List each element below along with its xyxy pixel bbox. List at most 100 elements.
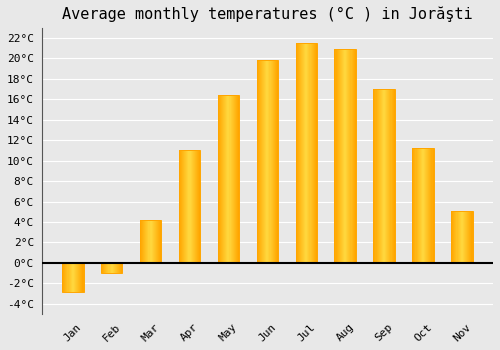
- Bar: [416, 148, 418, 263]
- Bar: [466, 211, 467, 263]
- Bar: [62, 263, 84, 292]
- Bar: [66, 263, 68, 292]
- Bar: [334, 49, 356, 263]
- Bar: [225, 95, 226, 263]
- Bar: [224, 95, 225, 263]
- Bar: [141, 220, 142, 263]
- Bar: [265, 61, 266, 263]
- Bar: [418, 148, 420, 263]
- Bar: [156, 220, 157, 263]
- Bar: [296, 43, 317, 263]
- Bar: [376, 89, 378, 263]
- Bar: [462, 211, 463, 263]
- Bar: [274, 61, 275, 263]
- Bar: [108, 263, 110, 273]
- Bar: [426, 148, 427, 263]
- Bar: [82, 263, 84, 292]
- Bar: [222, 95, 223, 263]
- Bar: [306, 43, 308, 263]
- Bar: [110, 263, 112, 273]
- Bar: [73, 263, 74, 292]
- Bar: [266, 61, 268, 263]
- Bar: [300, 43, 301, 263]
- Bar: [62, 263, 63, 292]
- Bar: [464, 211, 465, 263]
- Bar: [390, 89, 392, 263]
- Bar: [77, 263, 78, 292]
- Bar: [113, 263, 114, 273]
- Bar: [258, 61, 259, 263]
- Bar: [218, 95, 239, 263]
- Bar: [260, 61, 261, 263]
- Bar: [238, 95, 239, 263]
- Bar: [423, 148, 424, 263]
- Bar: [314, 43, 315, 263]
- Bar: [150, 220, 152, 263]
- Bar: [262, 61, 263, 263]
- Bar: [143, 220, 144, 263]
- Bar: [341, 49, 342, 263]
- Bar: [197, 150, 198, 263]
- Bar: [179, 150, 180, 263]
- Bar: [467, 211, 468, 263]
- Bar: [460, 211, 461, 263]
- Bar: [72, 263, 73, 292]
- Bar: [68, 263, 70, 292]
- Bar: [432, 148, 434, 263]
- Bar: [380, 89, 381, 263]
- Bar: [226, 95, 228, 263]
- Bar: [155, 220, 156, 263]
- Bar: [116, 263, 117, 273]
- Bar: [194, 150, 195, 263]
- Bar: [218, 95, 219, 263]
- Bar: [103, 263, 104, 273]
- Bar: [427, 148, 428, 263]
- Bar: [374, 89, 376, 263]
- Bar: [275, 61, 276, 263]
- Bar: [392, 89, 394, 263]
- Bar: [140, 220, 141, 263]
- Bar: [384, 89, 385, 263]
- Bar: [381, 89, 382, 263]
- Bar: [263, 61, 264, 263]
- Bar: [463, 211, 464, 263]
- Bar: [256, 61, 278, 263]
- Bar: [184, 150, 185, 263]
- Bar: [106, 263, 108, 273]
- Bar: [117, 263, 118, 273]
- Bar: [120, 263, 122, 273]
- Bar: [338, 49, 340, 263]
- Bar: [296, 43, 298, 263]
- Bar: [79, 263, 80, 292]
- Bar: [102, 263, 103, 273]
- Bar: [261, 61, 262, 263]
- Bar: [228, 95, 230, 263]
- Bar: [316, 43, 317, 263]
- Bar: [305, 43, 306, 263]
- Bar: [268, 61, 270, 263]
- Bar: [183, 150, 184, 263]
- Bar: [70, 263, 72, 292]
- Bar: [80, 263, 82, 292]
- Bar: [180, 150, 181, 263]
- Bar: [78, 263, 79, 292]
- Bar: [354, 49, 355, 263]
- Bar: [264, 61, 265, 263]
- Bar: [383, 89, 384, 263]
- Bar: [198, 150, 199, 263]
- Bar: [425, 148, 426, 263]
- Bar: [352, 49, 354, 263]
- Bar: [112, 263, 113, 273]
- Bar: [192, 150, 194, 263]
- Bar: [301, 43, 302, 263]
- Bar: [465, 211, 466, 263]
- Bar: [146, 220, 148, 263]
- Bar: [154, 220, 155, 263]
- Bar: [340, 49, 341, 263]
- Bar: [386, 89, 387, 263]
- Bar: [378, 89, 380, 263]
- Bar: [196, 150, 197, 263]
- Bar: [190, 150, 192, 263]
- Bar: [412, 148, 414, 263]
- Bar: [451, 211, 452, 263]
